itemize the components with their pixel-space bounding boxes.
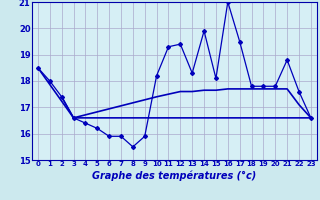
X-axis label: Graphe des températures (°c): Graphe des températures (°c): [92, 170, 257, 181]
